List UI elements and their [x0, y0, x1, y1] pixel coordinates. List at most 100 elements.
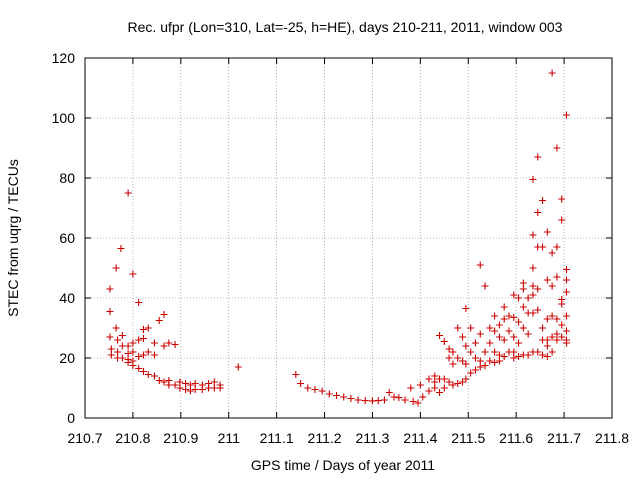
data-point	[431, 378, 439, 386]
data-point	[445, 354, 453, 362]
data-point	[160, 311, 168, 318]
plot-frame	[84, 57, 613, 419]
data-point	[114, 348, 122, 356]
data-point	[515, 318, 523, 326]
data-point	[486, 339, 494, 347]
data-point	[150, 372, 158, 380]
data-point	[491, 359, 499, 366]
x-axis-label: GPS time / Days of year 2011	[251, 457, 435, 473]
x-tick-label: 210.8	[115, 430, 150, 446]
data-point	[112, 264, 120, 272]
data-point	[112, 324, 120, 332]
data-point	[471, 354, 479, 362]
data-point	[407, 384, 415, 392]
data-point	[515, 339, 523, 347]
data-point	[476, 261, 484, 269]
data-point	[414, 399, 422, 407]
data-point	[500, 315, 508, 323]
data-point	[562, 312, 570, 320]
data-point	[139, 351, 147, 359]
data-point	[519, 285, 527, 293]
data-point	[491, 327, 499, 335]
data-point	[186, 387, 194, 395]
data-point	[534, 306, 542, 314]
data-point	[562, 276, 570, 284]
y-tick-label: 100	[52, 110, 76, 126]
data-point	[124, 189, 132, 197]
data-point	[124, 359, 132, 366]
data-point	[553, 315, 561, 323]
data-point	[354, 396, 362, 404]
data-point	[543, 276, 551, 284]
data-point	[491, 312, 499, 320]
data-point	[436, 332, 444, 339]
data-point	[553, 273, 561, 281]
y-tick-label: 40	[59, 290, 75, 306]
data-point	[160, 342, 168, 350]
data-point	[539, 197, 547, 204]
data-point	[390, 393, 398, 401]
data-point	[118, 332, 126, 339]
data-point	[107, 345, 115, 353]
data-point	[505, 327, 513, 335]
data-point	[361, 397, 369, 405]
data-point	[445, 345, 453, 353]
y-tick-label: 120	[52, 50, 76, 66]
y-tick-label: 0	[67, 410, 75, 426]
data-point	[139, 335, 147, 342]
data-point	[182, 380, 190, 387]
data-point	[144, 348, 152, 356]
data-point	[135, 353, 143, 360]
data-point	[562, 288, 570, 296]
data-point	[416, 381, 424, 389]
data-point	[548, 249, 556, 257]
data-point	[325, 390, 333, 398]
data-point	[534, 285, 542, 293]
data-point	[524, 330, 532, 338]
x-tick-label: 211.5	[451, 430, 485, 446]
data-point	[558, 333, 566, 341]
data-point	[165, 339, 173, 347]
data-point	[562, 266, 570, 273]
data-point	[534, 153, 542, 161]
data-point	[129, 270, 137, 278]
data-point	[425, 387, 433, 395]
data-point	[440, 384, 448, 392]
data-point	[495, 321, 503, 329]
data-point	[510, 314, 518, 321]
data-point	[210, 378, 218, 386]
data-point	[150, 339, 158, 347]
y-tick-labels: 0 20 40 60 80 100 120	[52, 50, 76, 426]
data-point	[297, 380, 305, 387]
x-tick-label: 211.2	[308, 430, 342, 446]
data-point	[124, 342, 132, 350]
data-point	[445, 378, 453, 386]
data-point	[534, 209, 542, 216]
data-point	[150, 351, 158, 359]
x-tick-label: 211.8	[595, 430, 629, 446]
data-point	[431, 372, 439, 380]
data-markers	[106, 69, 570, 407]
x-tick-label: 211.6	[499, 430, 533, 446]
data-point	[124, 350, 132, 357]
data-point	[462, 342, 470, 350]
data-point	[144, 371, 152, 378]
x-tick-label: 211.4	[403, 430, 437, 446]
data-point	[548, 333, 556, 341]
data-point	[562, 111, 570, 119]
data-point	[118, 354, 126, 362]
data-point	[515, 353, 523, 360]
x-tick-label: 211	[218, 430, 241, 446]
data-point	[129, 348, 137, 356]
data-point	[292, 371, 300, 378]
data-point	[165, 381, 173, 389]
data-point	[562, 327, 570, 335]
data-point	[129, 339, 137, 347]
data-point	[491, 348, 499, 356]
data-point	[176, 378, 184, 386]
data-point	[106, 285, 114, 293]
data-point	[519, 303, 527, 311]
data-point	[462, 305, 470, 312]
data-point	[409, 398, 417, 405]
data-point	[171, 381, 179, 389]
